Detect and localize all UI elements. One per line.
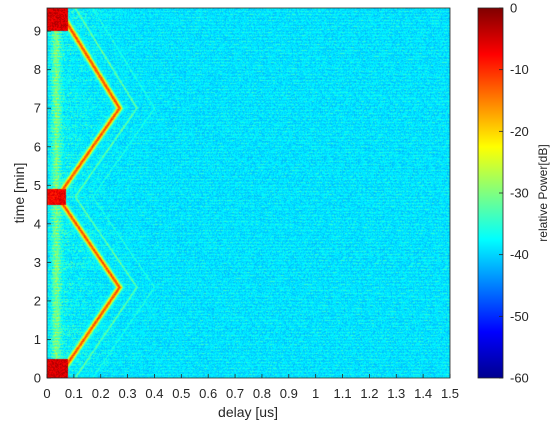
y-tick-label: 9: [34, 24, 41, 39]
x-tick-label: 1.1: [333, 386, 351, 401]
heatmap-area: [47, 8, 450, 378]
y-tick-label: 7: [34, 101, 41, 116]
x-axis: 0 0.1 0.2 0.3 0.4 0.5 0.6 0.7 0.8 0.9 1 1.1 1.2 1.3 1.…: [43, 374, 459, 401]
y-axis-title: time [min]: [11, 163, 27, 224]
colorbar: [477, 7, 504, 379]
x-axis-title: delay [us]: [218, 404, 278, 420]
x-tick-label: 1.3: [387, 386, 405, 401]
x-tick-label: 1: [312, 386, 319, 401]
x-tick-label: 0.8: [253, 386, 271, 401]
heatmap-image: [47, 8, 450, 378]
plot-frame: [46, 7, 451, 379]
x-tick-label: 0.9: [280, 386, 298, 401]
x-tick-label: 0.2: [92, 386, 110, 401]
x-tick-label: 0.6: [199, 386, 217, 401]
y-tick-label: 4: [34, 216, 41, 231]
y-tick-label: 5: [34, 178, 41, 193]
x-tick-label: 0.4: [145, 386, 163, 401]
colorbar-tick-label: -30: [510, 186, 529, 201]
colorbar-tick-label: -50: [510, 309, 529, 324]
y-tick-label: 8: [34, 62, 41, 77]
y-tick-label: 2: [34, 293, 41, 308]
colorbar-tick-label: -20: [510, 124, 529, 139]
x-tick-label: 0.1: [65, 386, 83, 401]
x-tick-label: 0: [43, 386, 50, 401]
x-tick-label: 1.5: [441, 386, 459, 401]
x-tick-label: 0.3: [119, 386, 137, 401]
y-tick-label: 0: [34, 371, 41, 386]
colorbar-tick-label: -40: [510, 247, 529, 262]
x-tick-label: 1.2: [360, 386, 378, 401]
y-tick-label: 1: [34, 332, 41, 347]
colorbar-tick-label: 0: [510, 1, 517, 16]
colorbar-tick-label: -60: [510, 371, 529, 386]
colorbar-tick-label: -10: [510, 62, 529, 77]
y-axis: 0 1 2 3 4 5 6 7 8 9: [34, 24, 51, 386]
colorbar-axis: 0 -10 -20 -30 -40 -50 -60: [499, 1, 529, 386]
x-tick-label: 1.4: [414, 386, 432, 401]
y-tick-label: 3: [34, 255, 41, 270]
colorbar-title: relative Power[dB]: [536, 144, 550, 241]
x-tick-label: 0.5: [172, 386, 190, 401]
y-tick-label: 6: [34, 139, 41, 154]
x-tick-label: 0.7: [226, 386, 244, 401]
